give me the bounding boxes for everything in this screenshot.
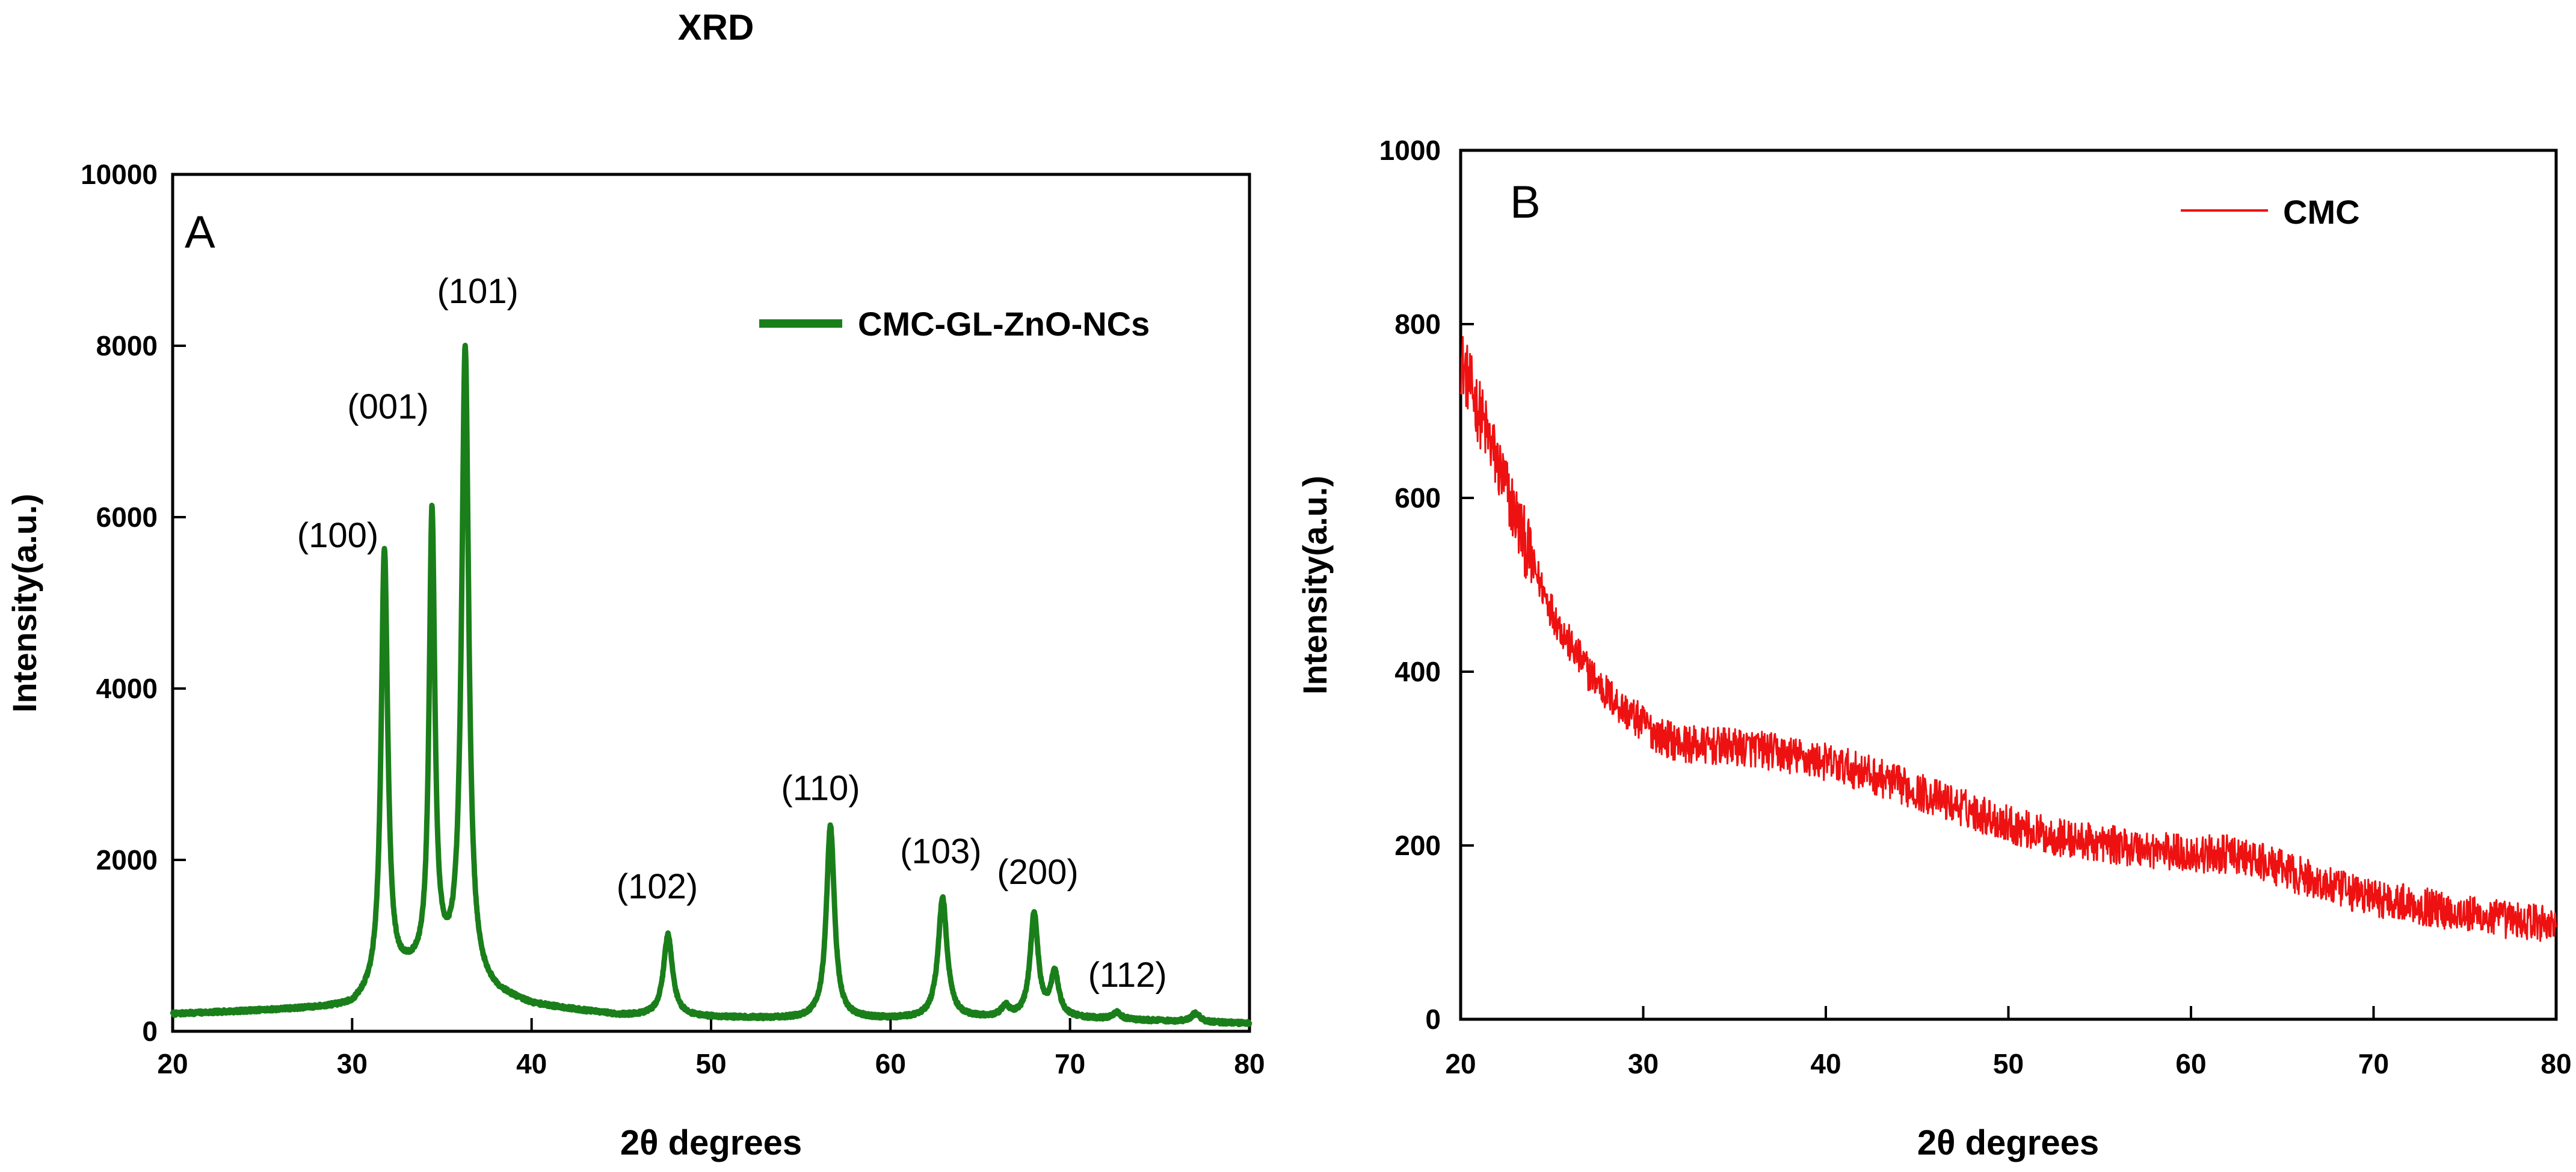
panel-b-legend: CMC xyxy=(2181,193,2360,231)
x-tick-label: 80 xyxy=(2541,1048,2571,1079)
y-tick-label: 6000 xyxy=(96,502,158,533)
x-tick-label: 80 xyxy=(1234,1048,1265,1079)
panel-a-label: A xyxy=(185,207,215,258)
peak-annotation: (001) xyxy=(347,387,428,426)
x-tick-label: 50 xyxy=(1993,1048,2024,1079)
x-tick-label: 40 xyxy=(516,1048,547,1079)
x-tick-label: 60 xyxy=(2175,1048,2206,1079)
y-tick-label: 4000 xyxy=(96,673,158,704)
x-tick-label: 20 xyxy=(157,1048,188,1079)
y-tick-label: 800 xyxy=(1394,308,1441,340)
y-tick-label: 1000 xyxy=(1379,135,1441,166)
panel-b-x-axis: 20 30 40 50 60 70 80 xyxy=(1445,1006,2572,1079)
x-tick-label: 30 xyxy=(337,1048,368,1079)
y-tick-label: 2000 xyxy=(96,844,158,876)
peak-annotation: (100) xyxy=(297,516,378,555)
panel-b: 0 200 400 600 800 1000 20 30 40 50 60 70 80 B CMC 2… xyxy=(1296,135,2572,1162)
panel-a-y-axis: 0 2000 4000 6000 8000 10000 xyxy=(81,159,186,1047)
panel-b-plot-area xyxy=(1459,149,2558,1021)
x-tick-label: 20 xyxy=(1445,1048,1476,1079)
peak-annotation: (102) xyxy=(617,867,698,906)
x-tick-label: 60 xyxy=(875,1048,906,1079)
panel-b-y-axis: 0 200 400 600 800 1000 xyxy=(1379,135,1474,1035)
x-tick-label: 40 xyxy=(1810,1048,1841,1079)
y-tick-label: 600 xyxy=(1394,482,1441,514)
panel-b-series-line xyxy=(1459,336,2557,942)
panel-b-label: B xyxy=(1510,177,1541,228)
x-tick-label: 30 xyxy=(1628,1048,1659,1079)
panel-a-x-axis-title: 2θ degrees xyxy=(620,1123,802,1162)
y-tick-label: 0 xyxy=(1425,1004,1441,1035)
peak-annotation: (200) xyxy=(997,853,1078,892)
panel-a-x-axis: 20 30 40 50 60 70 80 xyxy=(157,1018,1265,1079)
figure-title: XRD xyxy=(678,7,754,48)
peak-annotation: (110) xyxy=(781,769,860,808)
y-tick-label: 0 xyxy=(142,1016,158,1047)
y-tick-label: 8000 xyxy=(96,330,158,361)
y-tick-label: 400 xyxy=(1394,656,1441,687)
peak-annotation: (101) xyxy=(437,272,518,311)
panel-a-series-line xyxy=(170,343,1253,1028)
panel-a-legend: CMC-GL-ZnO-NCs xyxy=(759,305,1150,343)
panel-a-legend-label: CMC-GL-ZnO-NCs xyxy=(858,305,1150,343)
panel-a-y-axis-title: Intensity(a.u.) xyxy=(5,494,43,713)
y-tick-label: 200 xyxy=(1394,830,1441,861)
peak-annotation: (112) xyxy=(1088,956,1167,995)
panel-a-plot-area xyxy=(171,173,1251,1033)
x-tick-label: 70 xyxy=(1055,1048,1085,1079)
panel-b-x-axis-title: 2θ degrees xyxy=(1917,1123,2099,1162)
x-tick-label: 50 xyxy=(695,1048,726,1079)
panel-b-y-axis-title: Intensity(a.u.) xyxy=(1296,476,1334,695)
panel-a: 0 2000 4000 6000 8000 10000 20 30 40 50 60 70 80 (1… xyxy=(5,159,1265,1162)
peak-annotation: (103) xyxy=(900,832,981,871)
y-tick-label: 10000 xyxy=(81,159,158,190)
panel-b-legend-label: CMC xyxy=(2283,193,2360,231)
x-tick-label: 70 xyxy=(2358,1048,2389,1079)
panel-a-annotations: (100) (001) (101) (102) (110) (103) (200) (112) xyxy=(297,272,1167,995)
